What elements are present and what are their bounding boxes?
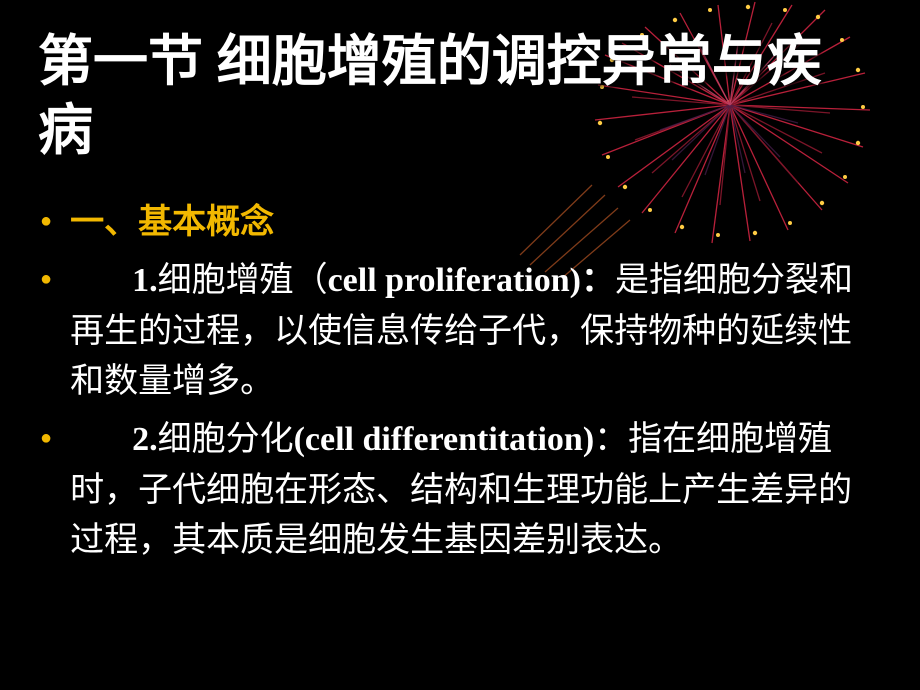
definition-item-1: ● 1.细胞增殖（cell proliferation)：是指细胞分裂和再生的过… — [40, 256, 880, 407]
definition-item-2: ● 2.细胞分化(cell differentitation)：指在细胞增殖时，… — [40, 415, 880, 566]
definition-text-1: 1.细胞增殖（cell proliferation)：是指细胞分裂和再生的过程，… — [70, 256, 880, 407]
slide-content: ● 一、基本概念 ● 1.细胞增殖（cell proliferation)：是指… — [40, 198, 880, 574]
bullet-icon: ● — [40, 427, 52, 450]
bullet-icon: ● — [40, 268, 52, 291]
section-heading-row: ● 一、基本概念 — [40, 198, 880, 248]
bullet-icon: ● — [40, 210, 52, 233]
slide-title: 第一节 细胞增殖的调控异常与疾病 — [38, 28, 868, 166]
section-heading: 一、基本概念 — [70, 198, 274, 248]
definition-text-2: 2.细胞分化(cell differentitation)：指在细胞增殖时，子代… — [70, 415, 880, 566]
